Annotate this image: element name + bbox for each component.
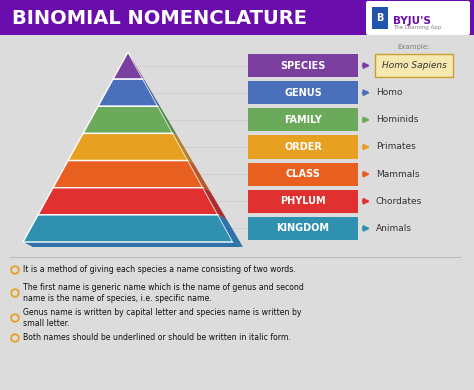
Text: Homo: Homo (376, 88, 402, 97)
Circle shape (13, 336, 17, 340)
Bar (248, 135, 358, 159)
Text: Chordates: Chordates (376, 197, 422, 206)
Text: GENUS: GENUS (284, 88, 322, 98)
Polygon shape (53, 161, 203, 188)
Circle shape (11, 314, 19, 322)
Polygon shape (188, 161, 210, 191)
Text: SPECIES: SPECIES (280, 60, 326, 71)
Text: ORDER: ORDER (284, 142, 322, 152)
FancyBboxPatch shape (375, 54, 453, 77)
Text: FAMILY: FAMILY (284, 115, 322, 125)
Bar (0, 0, 474, 35)
Bar (248, 163, 358, 186)
Polygon shape (158, 106, 177, 136)
Circle shape (11, 289, 19, 297)
Polygon shape (203, 188, 227, 219)
Text: The Learning App: The Learning App (393, 25, 441, 30)
Polygon shape (83, 106, 173, 133)
Bar (248, 217, 358, 240)
Bar (248, 81, 358, 104)
Text: Both names should be underlined or should be written in italic form.: Both names should be underlined or shoul… (23, 333, 291, 342)
Bar (372, 7, 388, 29)
Text: Genus name is written by capital letter and species name is written by
small let: Genus name is written by capital letter … (23, 308, 301, 328)
FancyBboxPatch shape (366, 1, 470, 35)
Polygon shape (23, 242, 243, 247)
Polygon shape (38, 188, 218, 215)
Polygon shape (173, 133, 194, 163)
Text: Example:: Example: (398, 44, 430, 50)
Text: Primates: Primates (376, 142, 416, 151)
Text: BINOMIAL NOMENCLATURE: BINOMIAL NOMENCLATURE (12, 9, 307, 28)
Polygon shape (113, 52, 143, 79)
Text: Hominids: Hominids (376, 115, 419, 124)
Bar (248, 190, 358, 213)
Text: It is a method of giving each species a name consisting of two words.: It is a method of giving each species a … (23, 266, 296, 275)
Text: PHYLUM: PHYLUM (280, 196, 326, 206)
Circle shape (13, 316, 17, 320)
Bar (248, 54, 358, 77)
Polygon shape (98, 79, 158, 106)
Text: Animals: Animals (376, 224, 412, 233)
Text: Mammals: Mammals (376, 170, 419, 179)
Text: CLASS: CLASS (285, 169, 320, 179)
Polygon shape (128, 52, 145, 80)
Polygon shape (218, 215, 243, 247)
Text: KINGDOM: KINGDOM (276, 223, 329, 234)
Circle shape (13, 291, 17, 295)
Polygon shape (23, 215, 233, 242)
Text: B: B (376, 13, 383, 23)
Text: Homo Sapiens: Homo Sapiens (382, 61, 447, 70)
Text: The first name is generic name which is the name of genus and second
name is the: The first name is generic name which is … (23, 283, 304, 303)
Polygon shape (68, 133, 188, 161)
Text: BYJU'S: BYJU'S (393, 16, 431, 26)
Circle shape (11, 334, 19, 342)
Polygon shape (143, 79, 161, 108)
Circle shape (11, 266, 19, 274)
Bar (248, 108, 358, 131)
Circle shape (13, 268, 17, 272)
